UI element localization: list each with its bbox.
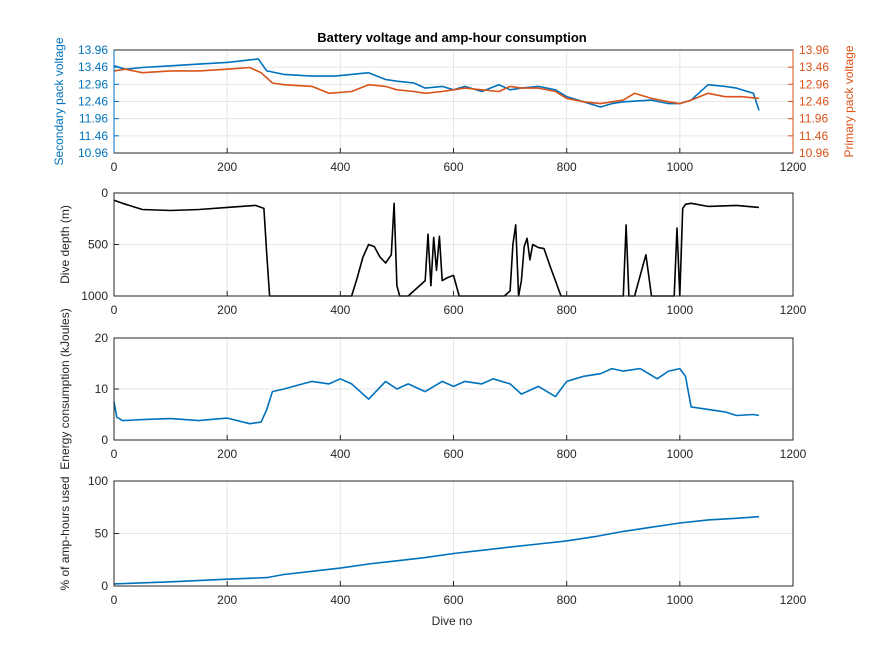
axes-2-frame — [113, 192, 794, 297]
figure-title: Battery voltage and amp-hour consumption — [317, 30, 586, 45]
axes-1-xtick-label-4: 800 — [557, 160, 577, 174]
axes-1-xtick-label-3: 600 — [443, 160, 463, 174]
axes-1-series-1-line — [113, 58, 760, 111]
axes-3-ytick-label-0: 0 — [101, 433, 108, 447]
axes-4-frame — [113, 480, 794, 587]
axes-3-ytick-label-2: 20 — [95, 331, 109, 345]
axes-3-ylabel: Energy consumption (kJoules) — [58, 308, 72, 469]
axes-3-series-1-line — [113, 367, 760, 425]
axes-2-xtick-label-4: 800 — [557, 303, 577, 317]
axes-1-ytick-label-1: 11.46 — [79, 129, 108, 143]
axes-2-ytick-label-2: 1000 — [81, 289, 108, 303]
axes-3-xtick-label-5: 1000 — [666, 447, 693, 461]
figure-xlabel: Dive no — [432, 614, 473, 628]
axes-3-xtick-label-4: 800 — [557, 447, 577, 461]
axes-4-ytick-label-2: 100 — [88, 474, 108, 488]
axes-1-y2tick-label-4: 12.96 — [799, 77, 829, 91]
axes-1-y2tick-label-2: 11.96 — [799, 112, 828, 126]
axes-2-ytick-label-1: 500 — [88, 238, 108, 252]
axes-3-ytick-label-1: 10 — [95, 382, 109, 396]
axes-4-series-1-line — [113, 515, 760, 585]
axes-3-xtick-label-1: 200 — [217, 447, 237, 461]
axes-1-ytick-label-0: 10.96 — [78, 146, 108, 160]
axes-4-xtick-label-0: 0 — [111, 593, 118, 607]
axes-4-xtick-label-6: 1200 — [780, 593, 807, 607]
axes-2-xtick-label-2: 400 — [330, 303, 350, 317]
axes-4-xtick-label-5: 1000 — [666, 593, 693, 607]
axes-3-xtick-label-6: 1200 — [780, 447, 807, 461]
axes-3-xtick-label-2: 400 — [330, 447, 350, 461]
axes-1-y2tick-label-5: 13.46 — [799, 60, 829, 74]
axes-1-xtick-label-5: 1000 — [666, 160, 693, 174]
axes-1-ytick-label-2: 11.96 — [79, 112, 108, 126]
axes-1-xtick-label-0: 0 — [111, 160, 118, 174]
axes-2-xtick-label-6: 1200 — [780, 303, 807, 317]
axes-1-ytick-label-3: 12.46 — [78, 95, 108, 109]
axes-2-ylabel: Dive depth (m) — [58, 205, 72, 284]
axes-1-y2label: Primary pack voltage — [842, 45, 856, 157]
axes-1-ytick-label-5: 13.46 — [78, 60, 108, 74]
axes-3-frame — [113, 337, 794, 441]
axes-2-xtick-label-3: 600 — [443, 303, 463, 317]
axes-1-xtick-label-2: 400 — [330, 160, 350, 174]
axes-4-xtick-label-4: 800 — [557, 593, 577, 607]
axes-4-ytick-label-1: 50 — [95, 527, 109, 541]
axes-1-series-2-line — [113, 66, 760, 105]
axes-1-xtick-label-6: 1200 — [780, 160, 807, 174]
axes-1-y2tick-label-3: 12.46 — [799, 95, 829, 109]
axes-3-xtick-label-0: 0 — [111, 447, 118, 461]
axes-2-xtick-label-0: 0 — [111, 303, 118, 317]
axes-1-ylabel: Secondary pack voltage — [52, 37, 66, 165]
axes-1-y2tick-label-1: 11.46 — [799, 129, 828, 143]
axes-4-xtick-label-1: 200 — [217, 593, 237, 607]
axes-2-ytick-label-0: 0 — [101, 186, 108, 200]
axes-1-y2tick-label-6: 13.96 — [799, 43, 829, 57]
axes-3-xtick-label-3: 600 — [443, 447, 463, 461]
axes-1-ytick-label-4: 12.96 — [78, 77, 108, 91]
axes-4-xtick-label-2: 400 — [330, 593, 350, 607]
axes-1-ytick-label-6: 13.96 — [78, 43, 108, 57]
axes-1-y2tick-label-0: 10.96 — [799, 146, 829, 160]
axes-2-xtick-label-1: 200 — [217, 303, 237, 317]
axes-4-xtick-label-3: 600 — [443, 593, 463, 607]
axes-2-xtick-label-5: 1000 — [666, 303, 693, 317]
axes-4-ylabel: % of amp-hours used — [58, 476, 72, 590]
axes-1-xtick-label-1: 200 — [217, 160, 237, 174]
axes-4-ytick-label-0: 0 — [101, 579, 108, 593]
